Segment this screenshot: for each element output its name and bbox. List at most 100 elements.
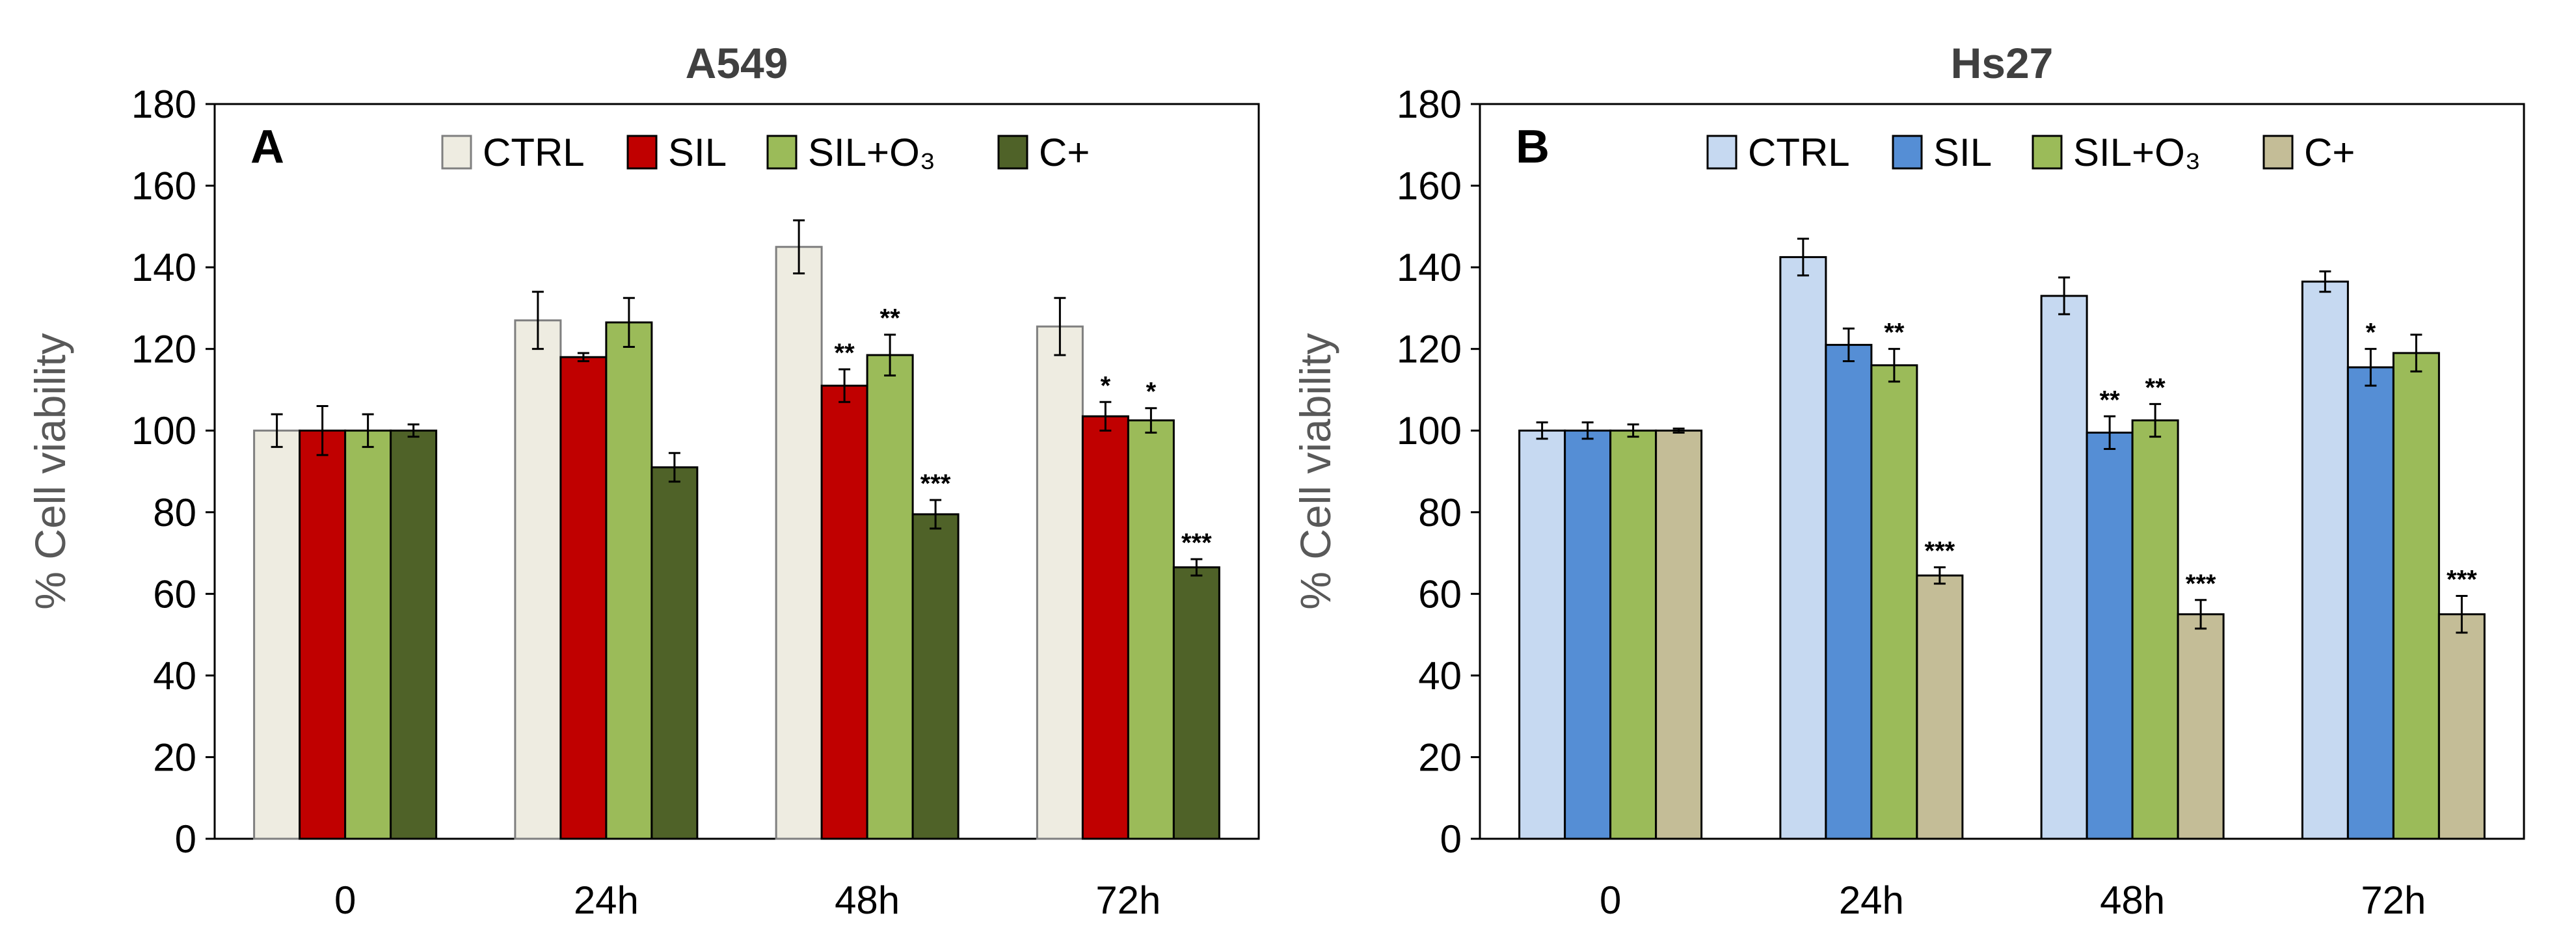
significance-mark: * bbox=[2366, 319, 2376, 347]
y-tick-label: 160 bbox=[1397, 165, 1462, 208]
plot-frame bbox=[1479, 103, 2525, 840]
y-tick-label: 0 bbox=[1440, 817, 1462, 861]
x-tick-label: 0 bbox=[334, 878, 356, 922]
x-tick-label: 24h bbox=[1839, 878, 1904, 922]
bar bbox=[911, 513, 959, 840]
y-tick-label: 140 bbox=[1397, 246, 1462, 289]
legend-swatch bbox=[1706, 135, 1737, 170]
y-tick-label: 60 bbox=[1418, 572, 1462, 616]
y-tick-label: 100 bbox=[131, 409, 196, 453]
significance-mark: *** bbox=[2447, 565, 2477, 594]
y-tick-label: 160 bbox=[131, 165, 196, 208]
bar bbox=[1172, 566, 1220, 840]
bar bbox=[344, 429, 392, 840]
x-tick-label: 48h bbox=[835, 878, 900, 922]
chart-panel-b: Hs27 B 0 20 40 60 80 100 120 140 160 180 % Cell viab… bbox=[1291, 39, 2525, 922]
bar bbox=[1518, 429, 1566, 840]
x-tick-label: 72h bbox=[2361, 878, 2426, 922]
significance-mark: *** bbox=[2186, 570, 2216, 598]
significance-mark: ** bbox=[2145, 373, 2166, 402]
x-tick-label: 0 bbox=[1600, 878, 1621, 922]
bar bbox=[866, 354, 914, 840]
legend-swatch bbox=[2032, 135, 2063, 170]
y-tick-label: 20 bbox=[1418, 735, 1462, 779]
legend-label: C+ bbox=[2304, 131, 2355, 174]
bar bbox=[559, 356, 608, 840]
legend-swatch bbox=[441, 135, 472, 170]
legend-label: SIL+O₃ bbox=[2073, 131, 2201, 174]
chart-title: A549 bbox=[686, 39, 788, 87]
x-tick-label: 72h bbox=[1095, 878, 1161, 922]
chart-panel-a: A549 A 0 20 40 60 80 100 120 140 160 180 % Cell viab… bbox=[26, 39, 1260, 922]
y-tick-label: 40 bbox=[153, 654, 196, 698]
legend-label: SIL bbox=[668, 131, 727, 174]
bar bbox=[1564, 429, 1612, 840]
y-tick-label: 120 bbox=[1397, 328, 1462, 371]
significance-mark: *** bbox=[920, 469, 951, 498]
bar bbox=[2437, 613, 2486, 840]
y-tick-label: 60 bbox=[153, 572, 196, 616]
significance-mark: * bbox=[1101, 371, 1111, 400]
x-tick-label: 24h bbox=[574, 878, 639, 922]
bar bbox=[2392, 352, 2440, 840]
x-tick-label: 48h bbox=[2100, 878, 2165, 922]
bar bbox=[775, 246, 823, 840]
bar bbox=[2346, 366, 2395, 840]
bar bbox=[2177, 613, 2225, 840]
bar bbox=[390, 429, 438, 840]
significance-mark: *** bbox=[1925, 537, 1955, 566]
bar bbox=[1870, 364, 1918, 840]
bar bbox=[1036, 325, 1084, 840]
legend-swatch bbox=[2262, 135, 2294, 170]
y-tick-label: 80 bbox=[1418, 491, 1462, 534]
legend-label: CTRL bbox=[483, 131, 585, 174]
y-axis-label: % Cell viability bbox=[26, 333, 74, 609]
y-tick-label: 40 bbox=[1418, 654, 1462, 698]
legend-label: SIL+O₃ bbox=[808, 131, 935, 174]
y-tick-label: 20 bbox=[153, 735, 196, 779]
legend-swatch bbox=[1892, 135, 1923, 170]
bar bbox=[651, 466, 699, 840]
chart-title: Hs27 bbox=[1951, 39, 2054, 87]
y-tick-label: 100 bbox=[1397, 409, 1462, 453]
legend-label: C+ bbox=[1039, 131, 1090, 174]
y-tick-label: 180 bbox=[131, 83, 196, 126]
y-axis-label: % Cell viability bbox=[1291, 333, 1339, 609]
panel-label: B bbox=[1516, 121, 1550, 173]
significance-mark: ** bbox=[880, 304, 901, 333]
bar bbox=[1127, 419, 1175, 840]
y-tick-label: 0 bbox=[175, 817, 196, 861]
bar bbox=[299, 429, 347, 840]
bar bbox=[253, 429, 301, 840]
significance-mark: ** bbox=[835, 339, 855, 367]
legend-swatch bbox=[997, 135, 1028, 170]
panel-label: A bbox=[250, 121, 284, 173]
bar bbox=[605, 321, 653, 840]
legend-swatch bbox=[766, 135, 798, 170]
bar bbox=[1609, 429, 1657, 840]
legend-swatch bbox=[626, 135, 658, 170]
bar bbox=[1779, 256, 1827, 840]
bar bbox=[1081, 415, 1129, 840]
significance-mark: *** bbox=[1181, 529, 1212, 557]
y-tick-label: 120 bbox=[131, 328, 196, 371]
significance-mark: ** bbox=[1884, 319, 1905, 347]
bar bbox=[1825, 343, 1873, 840]
bar bbox=[1655, 429, 1703, 840]
y-tick-label: 180 bbox=[1397, 83, 1462, 126]
bar bbox=[2131, 419, 2179, 840]
bar bbox=[820, 384, 868, 840]
bar bbox=[2301, 280, 2349, 840]
y-tick-label: 140 bbox=[131, 246, 196, 289]
bar bbox=[1916, 574, 1964, 840]
significance-mark: ** bbox=[2100, 386, 2121, 414]
legend-label: SIL bbox=[1933, 131, 1992, 174]
bar bbox=[2040, 295, 2088, 840]
significance-mark: * bbox=[1146, 378, 1157, 406]
y-tick-label: 80 bbox=[153, 491, 196, 534]
bar bbox=[2086, 431, 2134, 840]
legend-label: CTRL bbox=[1748, 131, 1850, 174]
plot-frame bbox=[213, 103, 1260, 840]
bar bbox=[514, 319, 562, 840]
